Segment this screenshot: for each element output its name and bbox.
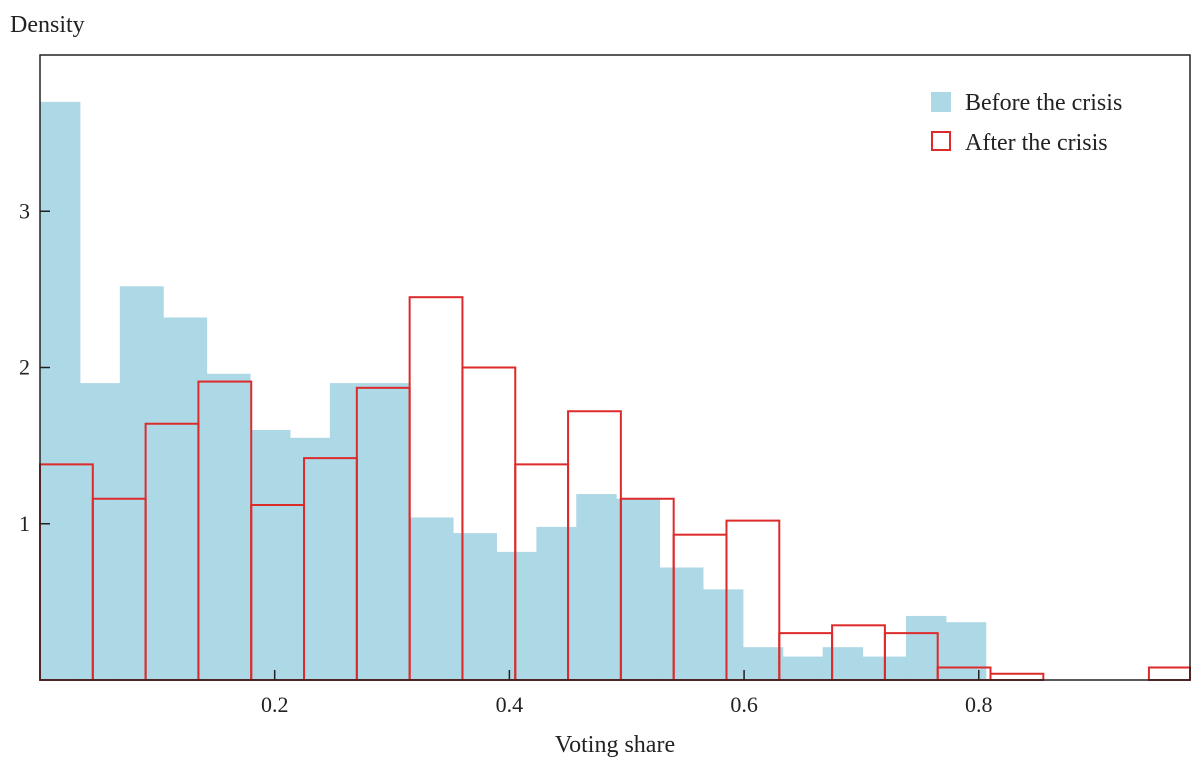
legend-label-before: Before the crisis <box>965 90 1122 116</box>
before-crisis-bar <box>782 656 824 680</box>
legend-swatch-before <box>931 92 951 112</box>
before-crisis-bar <box>742 647 784 680</box>
x-axis-label: Voting share <box>555 732 675 758</box>
before-crisis-bar <box>329 383 371 680</box>
before-crisis-bar <box>453 533 497 680</box>
before-crisis-bar <box>496 551 537 680</box>
before-crisis-bar <box>289 437 331 680</box>
x-axis: 0.2 0.4 0.6 0.8 <box>261 670 993 717</box>
before-crisis-bars <box>40 101 987 680</box>
legend-swatch-after <box>931 131 951 151</box>
before-crisis-bar <box>616 498 661 680</box>
before-crisis-bar <box>659 567 704 680</box>
before-crisis-bar <box>250 430 291 680</box>
after-crisis-bar <box>1147 666 1192 681</box>
before-crisis-bar <box>163 317 208 680</box>
before-crisis-bar <box>40 101 81 680</box>
y-tick-label: 3 <box>19 198 30 223</box>
after-crisis-bar <box>989 672 1045 681</box>
before-crisis-bar <box>206 373 251 680</box>
before-crisis-bar <box>822 647 864 680</box>
before-crisis-bar <box>906 615 947 680</box>
x-tick-label: 0.6 <box>730 692 758 717</box>
x-tick-label: 0.2 <box>261 692 289 717</box>
before-crisis-bar <box>945 622 987 680</box>
y-tick-label: 1 <box>19 511 30 536</box>
before-crisis-bar <box>703 589 744 680</box>
before-crisis-bar <box>536 526 577 680</box>
before-crisis-bar <box>119 286 164 680</box>
y-axis: 1 2 3 <box>19 198 50 536</box>
legend: Before the crisis After the crisis <box>931 90 1122 156</box>
y-tick-label: 2 <box>19 355 30 380</box>
before-crisis-bar <box>79 383 121 680</box>
before-crisis-bar <box>369 383 411 680</box>
legend-label-after: After the crisis <box>965 130 1108 156</box>
x-tick-label: 0.8 <box>965 692 993 717</box>
x-tick-label: 0.4 <box>496 692 524 717</box>
before-crisis-bar <box>576 494 617 680</box>
before-crisis-bar <box>409 517 454 680</box>
y-axis-label: Density <box>10 12 85 38</box>
